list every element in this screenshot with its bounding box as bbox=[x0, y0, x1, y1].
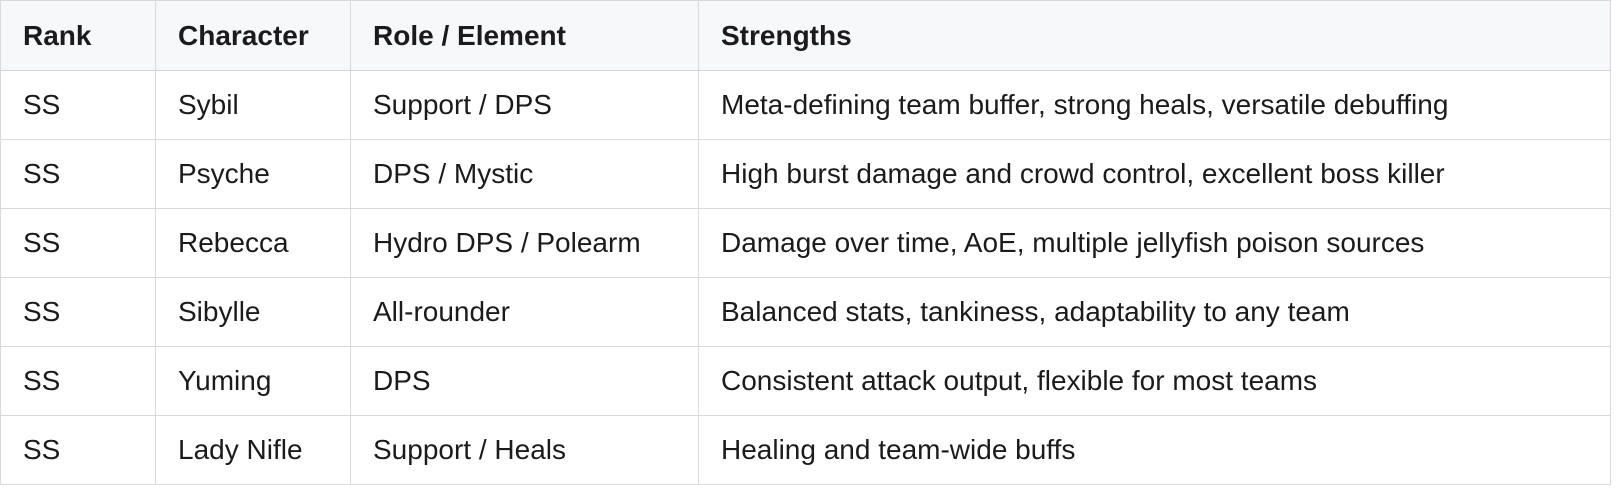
cell-strengths: Consistent attack output, flexible for m… bbox=[698, 346, 1611, 416]
cell-rank: SS bbox=[0, 415, 156, 485]
cell-role: DPS / Mystic bbox=[350, 139, 699, 209]
cell-character: Psyche bbox=[155, 139, 351, 209]
cell-rank: SS bbox=[0, 208, 156, 278]
cell-character: Sybil bbox=[155, 70, 351, 140]
table-row: SS Lady Nifle Support / Heals Healing an… bbox=[0, 415, 1611, 485]
cell-role: Hydro DPS / Polearm bbox=[350, 208, 699, 278]
table-row: SS Yuming DPS Consistent attack output, … bbox=[0, 346, 1611, 416]
cell-character: Yuming bbox=[155, 346, 351, 416]
cell-rank: SS bbox=[0, 346, 156, 416]
cell-strengths: Damage over time, AoE, multiple jellyfis… bbox=[698, 208, 1611, 278]
column-header-role: Role / Element bbox=[350, 0, 699, 71]
column-header-strengths: Strengths bbox=[698, 0, 1611, 71]
table-row: SS Sibylle All-rounder Balanced stats, t… bbox=[0, 277, 1611, 347]
cell-strengths: Balanced stats, tankiness, adaptability … bbox=[698, 277, 1611, 347]
table-row: SS Sybil Support / DPS Meta-defining tea… bbox=[0, 70, 1611, 140]
cell-role: DPS bbox=[350, 346, 699, 416]
cell-character: Sibylle bbox=[155, 277, 351, 347]
cell-rank: SS bbox=[0, 139, 156, 209]
table-header: Rank Character Role / Element Strengths bbox=[0, 0, 1611, 71]
table-header-row: Rank Character Role / Element Strengths bbox=[0, 0, 1611, 71]
table-row: SS Psyche DPS / Mystic High burst damage… bbox=[0, 139, 1611, 209]
cell-strengths: Meta-defining team buffer, strong heals,… bbox=[698, 70, 1611, 140]
tier-list-table: Rank Character Role / Element Strengths … bbox=[0, 0, 1611, 485]
cell-character: Lady Nifle bbox=[155, 415, 351, 485]
cell-role: Support / Heals bbox=[350, 415, 699, 485]
cell-character: Rebecca bbox=[155, 208, 351, 278]
cell-strengths: High burst damage and crowd control, exc… bbox=[698, 139, 1611, 209]
table-body: SS Sybil Support / DPS Meta-defining tea… bbox=[0, 70, 1611, 485]
cell-strengths: Healing and team-wide buffs bbox=[698, 415, 1611, 485]
column-header-character: Character bbox=[155, 0, 351, 71]
cell-rank: SS bbox=[0, 277, 156, 347]
column-header-rank: Rank bbox=[0, 0, 156, 71]
cell-role: All-rounder bbox=[350, 277, 699, 347]
cell-role: Support / DPS bbox=[350, 70, 699, 140]
table-row: SS Rebecca Hydro DPS / Polearm Damage ov… bbox=[0, 208, 1611, 278]
cell-rank: SS bbox=[0, 70, 156, 140]
